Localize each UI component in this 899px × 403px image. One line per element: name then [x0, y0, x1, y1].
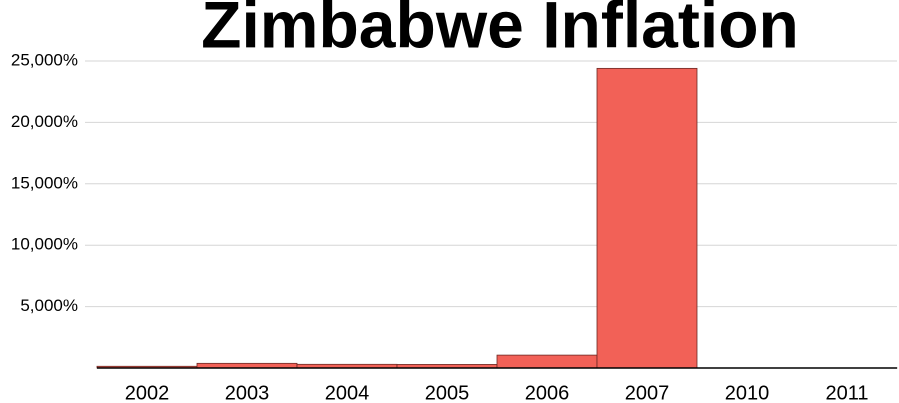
- y-tick-label: 25,000%: [11, 50, 78, 69]
- x-tick-label: 2010: [725, 382, 770, 403]
- bar: [596, 67, 698, 369]
- plot: 5,000% 10,000% 15,000% 20,000% 25,000% 2002 20…: [11, 50, 898, 403]
- y-tick-label: 10,000%: [11, 235, 78, 254]
- y-tick-label: 20,000%: [11, 112, 78, 131]
- x-tick-label: 2007: [625, 382, 670, 403]
- y-tick-label: 5,000%: [20, 296, 78, 315]
- x-tick-label: 2004: [325, 382, 370, 403]
- x-tick-label: 2002: [125, 382, 170, 403]
- y-tick-label: 15,000%: [11, 173, 78, 192]
- x-tick-label: 2006: [525, 382, 570, 403]
- chart-title: Zimbabwe Inflation: [201, 0, 799, 61]
- x-tick-label: 2011: [825, 382, 868, 403]
- x-tick-label: 2003: [225, 382, 270, 403]
- x-tick-label: 2005: [425, 382, 470, 403]
- bar: [496, 354, 598, 369]
